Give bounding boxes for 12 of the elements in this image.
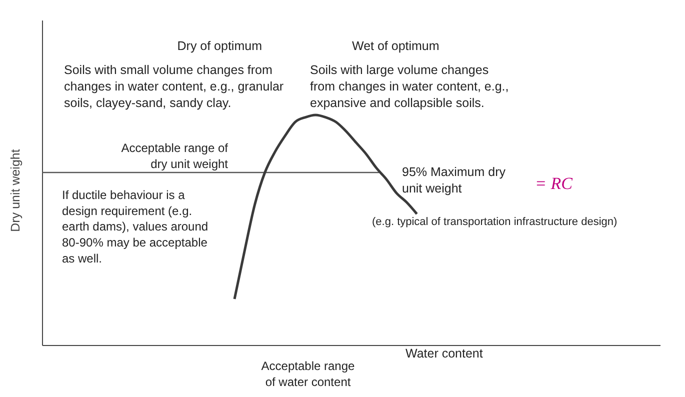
text: Wet of optimum xyxy=(352,39,440,53)
annotation: Acceptable range of dry unit weight xyxy=(121,141,229,171)
text: Dry of optimum xyxy=(177,39,262,53)
annotation: = RC xyxy=(535,174,574,193)
x-axis-title: Water content xyxy=(406,346,484,360)
text: Acceptable range of water content xyxy=(261,359,356,389)
y-axis-title: Dry unit weight xyxy=(8,148,22,232)
annotation: (e.g. typical of transportation infrastructure design) xyxy=(372,216,618,228)
text: Soils with large volume changes from changes in water content, e.g., expansive and collapsible soils. xyxy=(310,63,509,110)
annotation: If ductile behaviour is a design requirement (e.g. earth dams), values around 80-90% may be acceptable as well. xyxy=(62,188,208,266)
ref-line-label: 95% Maximum dry unit weight xyxy=(402,165,506,196)
text: Soils with small volume changes from changes in water content, e.g., granular soils, clayey-sand, sandy clay. xyxy=(64,63,284,110)
